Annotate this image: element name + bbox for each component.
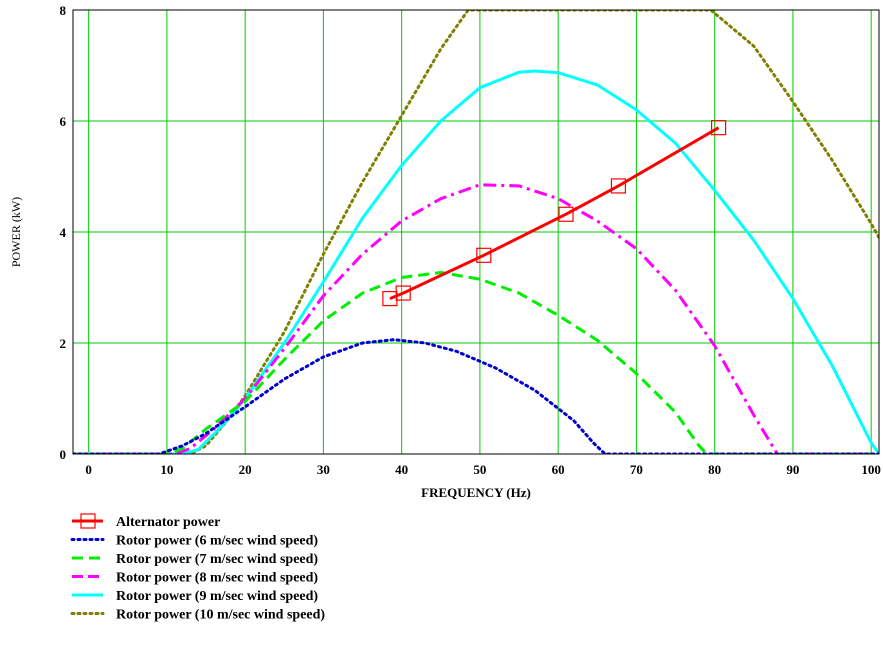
legend: Alternator power Rotor power (6 m/sec win… [70,513,325,623]
x-tick-label: 100 [861,462,881,477]
legend-label-2: Rotor power (7 m/sec wind speed) [116,552,318,567]
legend-label-0: Alternator power [116,515,220,530]
x-tick-label: 0 [85,462,92,477]
x-tick-label: 30 [317,462,330,477]
legend-marker [80,513,96,529]
x-tick-label: 60 [552,462,565,477]
x-tick-label: 40 [395,462,408,477]
alternator-point [710,120,727,136]
x-tick-label: 90 [786,462,799,477]
y-tick-label: 8 [60,3,67,18]
legend-label-4: Rotor power (9 m/sec wind speed) [116,589,318,604]
alternator-point [610,178,627,194]
alternator-point [395,285,411,301]
legend-label-5: Rotor power (10 m/sec wind speed) [116,608,325,623]
series-line-0 [389,126,720,300]
series-line-2 [73,271,879,454]
series-line-1 [73,338,879,454]
y-tick-label: 4 [60,225,67,240]
alternator-point [558,206,574,222]
plot-frame [72,9,880,455]
x-tick-label: 20 [239,462,252,477]
x-tick-label: 50 [473,462,486,477]
legend-label-3: Rotor power (8 m/sec wind speed) [116,571,318,586]
x-tick-label: 10 [160,462,173,477]
y-tick-label: 2 [60,336,67,351]
series-layer [73,10,879,454]
y-tick-label: 0 [60,447,67,462]
legend-label-1: Rotor power (6 m/sec wind speed) [116,534,318,549]
x-axis-label: FREQUENCY (Hz) [421,485,531,500]
y-tick-label: 6 [60,114,67,129]
markers-layer [382,120,727,307]
series-line-3 [73,183,879,454]
alternator-point [382,291,398,307]
x-tick-label: 80 [708,462,721,477]
alternator-point [476,247,492,263]
tick-labels: 0 10 20 30 40 50 60 70 80 90 100 0 2 4 6 8 [60,3,881,477]
y-axis-label: POWER (kW) [9,197,23,267]
x-tick-label: 70 [630,462,643,477]
